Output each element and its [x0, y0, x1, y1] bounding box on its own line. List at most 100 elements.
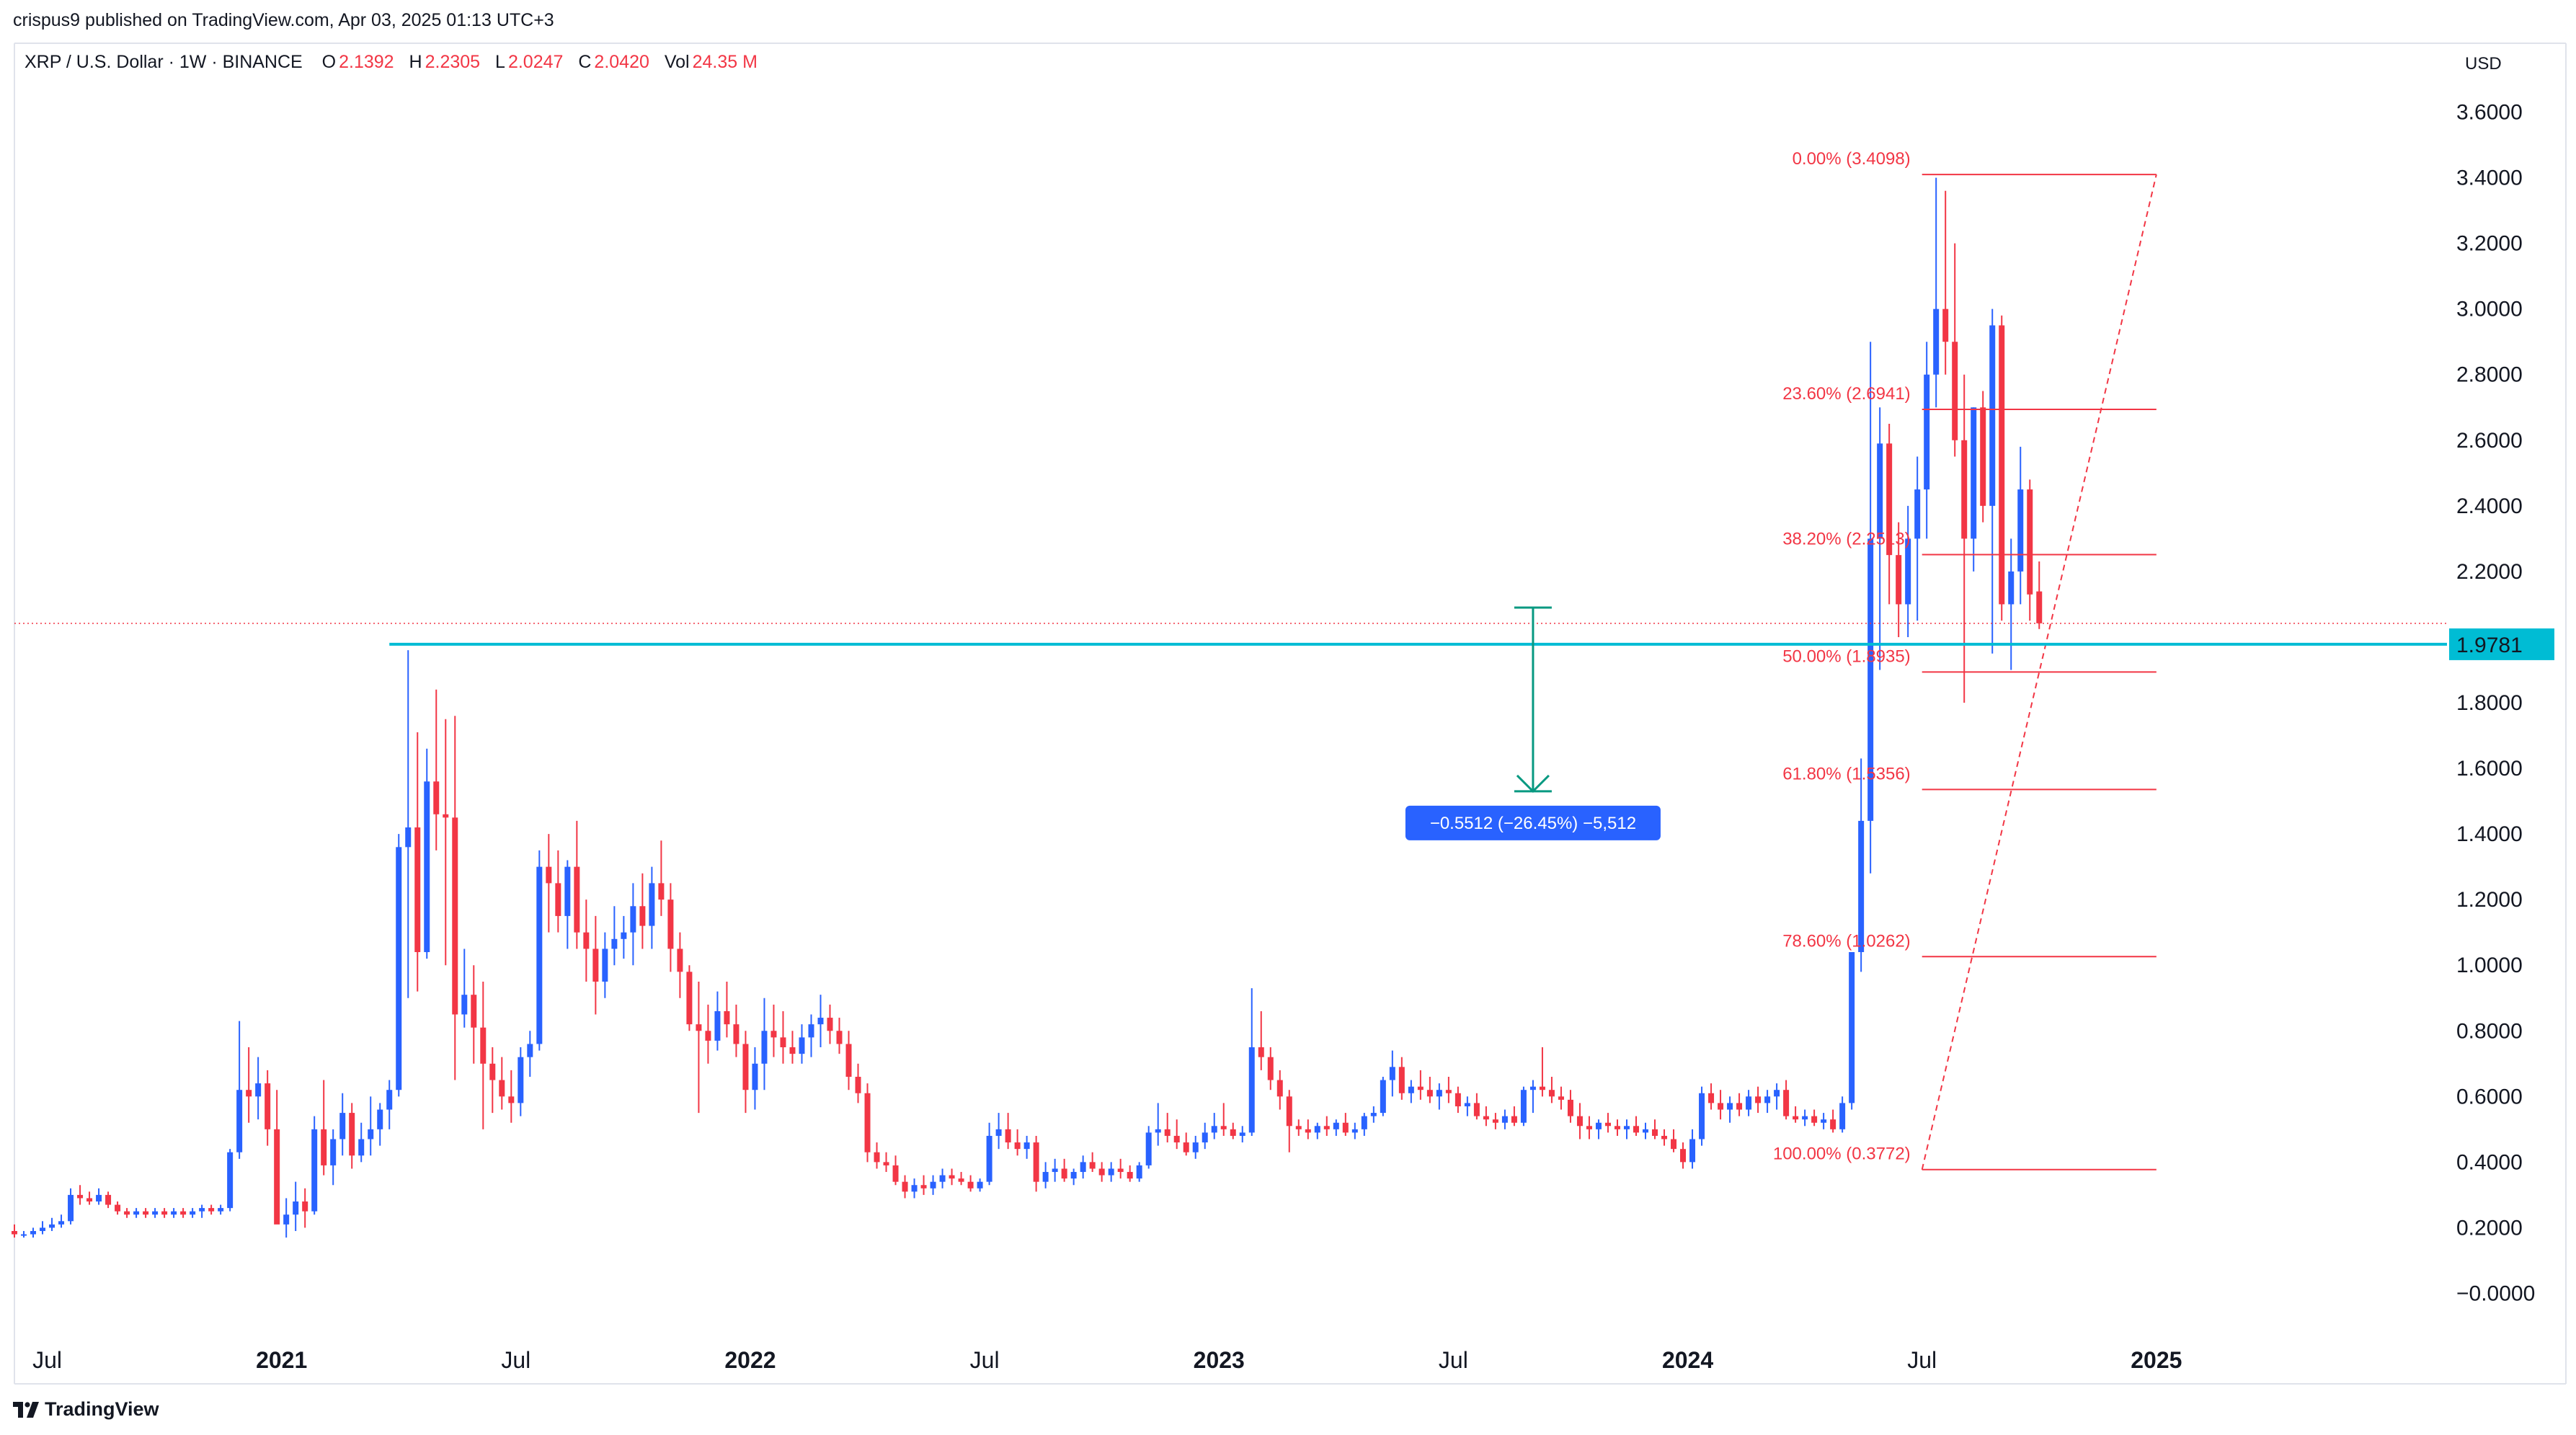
candle-body	[1248, 1047, 1255, 1133]
candle-body	[1680, 1149, 1687, 1163]
candle-body	[564, 866, 571, 916]
candle-body	[1417, 1086, 1424, 1090]
time-axis: Jul 2021 Jul 2022 Jul 2023 Jul 2024 Jul 2025	[32, 1347, 2182, 1373]
candle-body	[1398, 1067, 1405, 1093]
symbol-legend: XRP / U.S. Dollar · 1W · BINANCE O 2.1392…	[25, 52, 768, 73]
candle-body	[1445, 1090, 1452, 1093]
candle-body	[1267, 1057, 1274, 1080]
candle-body	[986, 1135, 992, 1182]
candle-body	[555, 883, 561, 916]
price-tick-label: 0.4000	[2456, 1150, 2523, 1174]
candle-body	[1033, 1142, 1039, 1182]
candle-body	[1202, 1132, 1208, 1143]
candle-body	[1070, 1172, 1077, 1179]
tradingview-footer[interactable]: TradingView	[13, 1398, 159, 1421]
candle-body	[817, 1018, 824, 1025]
candle-body	[12, 1230, 17, 1235]
candle-body	[396, 847, 402, 1090]
candle-body	[621, 932, 627, 939]
low-label: L	[495, 52, 505, 72]
price-axis: USD 3.6000 3.4000 3.2000 3.0000 2.8000 2.6000 2…	[2449, 54, 2554, 1305]
time-tick-label: 2025	[2131, 1347, 2182, 1373]
candle-body	[977, 1181, 983, 1189]
fib-retracement: 0.00% (3.4098) 23.60% (2.6941) 38.20% (2.2…	[1773, 149, 2157, 1170]
candle-body	[592, 948, 599, 982]
candle-body	[518, 1057, 524, 1103]
candle-body	[1671, 1139, 1677, 1150]
low-value: 2.0247	[507, 52, 564, 72]
candle-body	[1830, 1119, 1836, 1129]
candle-body	[311, 1129, 318, 1212]
candle-body	[883, 1162, 889, 1165]
high-label: H	[409, 52, 422, 72]
symbol-name[interactable]: XRP / U.S. Dollar · 1W · BINANCE	[25, 52, 303, 72]
candle-body	[1108, 1168, 1114, 1176]
candle-body	[1736, 1103, 1743, 1110]
candle-body	[1529, 1086, 1536, 1090]
candle-body	[789, 1047, 796, 1054]
candle-body	[1426, 1090, 1433, 1097]
candle-body	[218, 1208, 224, 1212]
candle-body	[40, 1227, 46, 1231]
candle-body	[1305, 1129, 1311, 1133]
price-tick-label: 3.4000	[2456, 166, 2523, 190]
candle-body	[1567, 1099, 1573, 1116]
candle-body	[489, 1063, 496, 1080]
candle-body	[1548, 1090, 1555, 1097]
candle-body	[433, 781, 440, 814]
candle-body	[499, 1080, 505, 1097]
candle-body	[874, 1152, 880, 1163]
candle-body	[911, 1185, 918, 1192]
candle-body	[377, 1109, 383, 1129]
candle-body	[414, 827, 421, 952]
candle-body	[1727, 1103, 1733, 1110]
fib-level-label: 0.00% (3.4098)	[1793, 149, 1911, 169]
candle-body	[808, 1024, 814, 1038]
candle-body	[1643, 1129, 1649, 1133]
candle-body	[1342, 1122, 1349, 1133]
candle-body	[452, 817, 458, 1015]
candle-body	[770, 1031, 777, 1038]
candle-body	[1258, 1047, 1264, 1057]
candle-body	[705, 1031, 711, 1041]
candle-body	[1971, 407, 1977, 539]
candle-body	[1764, 1096, 1771, 1103]
candle-body	[1370, 1113, 1377, 1116]
candle-body	[386, 1090, 393, 1110]
candle-body	[1604, 1122, 1611, 1127]
currency-label: USD	[2465, 54, 2502, 74]
candle-body	[667, 899, 674, 949]
candle-body	[1558, 1096, 1564, 1100]
chart-frame	[14, 43, 2567, 1385]
candle-body	[49, 1224, 55, 1228]
candle-body	[1576, 1116, 1583, 1127]
candle-body	[265, 1083, 271, 1129]
candle-body	[780, 1037, 786, 1048]
candles	[12, 177, 2043, 1238]
candle-body	[1718, 1103, 1724, 1110]
time-tick-label: Jul	[32, 1347, 62, 1373]
candle-body	[1333, 1122, 1339, 1129]
candle-body	[696, 1024, 702, 1031]
price-tick-label: −0.0000	[2456, 1281, 2535, 1305]
fib-level-label: 50.00% (1.8935)	[1782, 647, 1910, 666]
price-tick-label: 3.0000	[2456, 298, 2523, 321]
price-tick-label: 3.6000	[2456, 101, 2523, 125]
time-tick-label: 2021	[256, 1347, 307, 1373]
candle-body	[1886, 443, 1893, 556]
close-value: 2.0420	[594, 52, 649, 72]
candle-body	[845, 1044, 852, 1077]
candle-body	[349, 1113, 355, 1156]
candle-body	[714, 1010, 721, 1041]
candle-body	[208, 1208, 215, 1212]
overlays: −0.5512 (−26.45%) −5,512	[14, 606, 2447, 840]
candle-body	[255, 1083, 262, 1097]
candle-body	[1877, 443, 1883, 539]
open-label: O	[321, 52, 337, 72]
candle-body	[1454, 1093, 1461, 1106]
candle-body	[1867, 538, 1874, 821]
candle-body	[920, 1185, 927, 1189]
candle-body	[1239, 1132, 1245, 1136]
